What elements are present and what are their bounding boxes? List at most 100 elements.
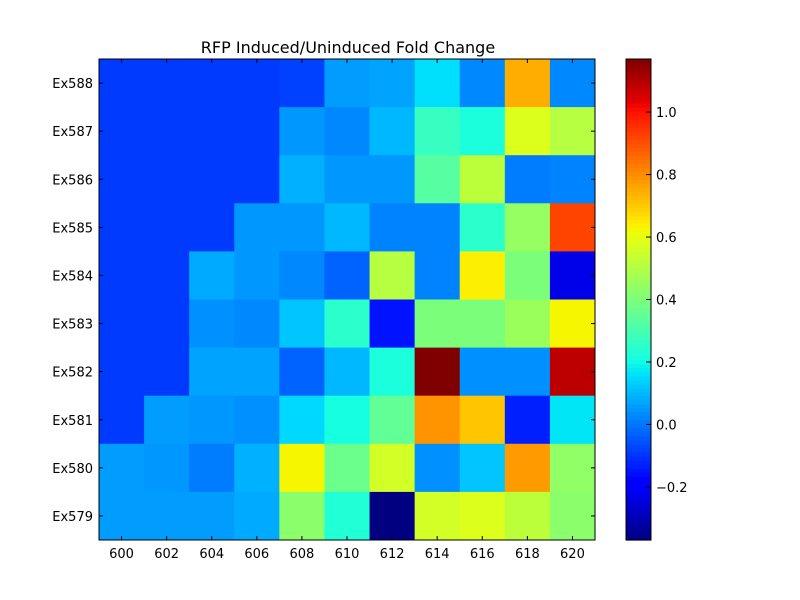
heatmap-cell xyxy=(369,299,416,349)
heatmap-cell xyxy=(504,347,551,397)
colorbar-segment xyxy=(626,499,651,505)
colorbar-tick-label: −0.2 xyxy=(656,481,688,496)
heatmap-cell xyxy=(99,491,145,541)
colorbar-segment xyxy=(626,343,651,349)
colorbar-segment xyxy=(626,199,651,204)
heatmap-cell xyxy=(189,155,235,204)
colorbar-tick-label: 0.2 xyxy=(656,356,677,371)
y-axis: Ex588 Ex587 Ex586 Ex585 Ex584 Ex583 Ex582 Ex581… xyxy=(52,77,595,525)
colorbar-segment xyxy=(626,463,651,469)
colorbar-segment xyxy=(626,163,651,168)
heatmap-cell xyxy=(189,347,235,397)
heatmap-cell xyxy=(414,59,461,108)
colorbar-segment xyxy=(626,375,651,381)
colorbar-segment xyxy=(626,503,651,509)
colorbar-segment xyxy=(626,295,651,301)
heatmap-cell xyxy=(279,155,325,204)
heatmap-cell xyxy=(324,203,371,252)
heatmap-cell xyxy=(279,395,325,445)
heatmap-cell xyxy=(99,203,145,252)
colorbar-segment xyxy=(626,355,651,361)
colorbar-segment xyxy=(626,447,651,453)
x-tick-label: 600 xyxy=(109,547,134,562)
colorbar-segment xyxy=(626,507,651,513)
heatmap-cell xyxy=(324,299,371,349)
colorbar-segment xyxy=(626,171,651,176)
heatmap-cell xyxy=(189,443,235,493)
colorbar-segment xyxy=(626,155,651,160)
heatmap-cell xyxy=(99,251,145,300)
x-tick-label: 612 xyxy=(380,547,405,562)
heatmap-cell xyxy=(279,347,325,397)
heatmap-cell xyxy=(279,443,325,493)
heatmap-cell xyxy=(369,59,416,108)
colorbar-segment xyxy=(626,191,651,196)
y-tick-label: Ex582 xyxy=(52,366,93,381)
colorbar-segment xyxy=(626,63,651,68)
x-tick-label: 610 xyxy=(335,547,360,562)
heatmap-cell xyxy=(324,107,371,156)
heatmap-cell xyxy=(504,107,551,156)
heatmap-cell xyxy=(414,251,461,300)
colorbar-segment xyxy=(626,307,651,313)
colorbar-segment xyxy=(626,283,651,289)
heatmap-cell xyxy=(459,347,506,397)
colorbar-segment xyxy=(626,147,651,152)
heatmap-cell xyxy=(414,155,461,204)
colorbar-segment xyxy=(626,67,651,72)
heatmap-cell xyxy=(504,155,551,204)
y-tick-label: Ex581 xyxy=(52,414,93,429)
colorbar-segment xyxy=(626,459,651,465)
colorbar-segment xyxy=(626,287,651,293)
colorbar-segment xyxy=(626,531,651,537)
heatmap-cell xyxy=(459,107,506,156)
colorbar-segment xyxy=(626,83,651,88)
x-tick-label: 606 xyxy=(244,547,269,562)
x-tick-label: 602 xyxy=(154,547,179,562)
heatmap-cell xyxy=(144,443,190,493)
heatmap-cell xyxy=(414,443,461,493)
colorbar-segment xyxy=(626,99,651,104)
colorbar-segment xyxy=(626,239,651,244)
colorbar-tick-label: 0.4 xyxy=(656,294,677,309)
colorbar-segment xyxy=(626,139,651,144)
colorbar-segment xyxy=(626,119,651,124)
colorbar-tick-label: 0.0 xyxy=(656,418,677,433)
colorbar-segment xyxy=(626,383,651,389)
y-tick-label: Ex588 xyxy=(52,77,93,92)
colorbar-segment xyxy=(626,79,651,84)
heatmap-cell xyxy=(324,491,371,541)
colorbar-segment xyxy=(626,235,651,240)
heatmap-cell xyxy=(504,443,551,493)
heatmap-cell xyxy=(324,395,371,445)
heatmap-cell xyxy=(234,491,280,541)
colorbar-segment xyxy=(626,451,651,457)
colorbar-segment xyxy=(626,491,651,497)
heatmap-cell xyxy=(504,491,551,541)
colorbar-segment xyxy=(626,339,651,345)
colorbar-segment xyxy=(626,467,651,473)
heatmap-cell xyxy=(234,347,280,397)
heatmap-cell xyxy=(144,395,190,445)
colorbar-segment xyxy=(626,159,651,164)
heatmap-cells xyxy=(99,59,596,541)
colorbar-segment xyxy=(626,359,651,365)
colorbar-segment xyxy=(626,255,651,261)
colorbar-segment xyxy=(626,455,651,461)
heatmap-cell xyxy=(279,59,325,108)
colorbar-segment xyxy=(626,91,651,96)
heatmap-cell xyxy=(459,299,506,349)
colorbar-segment xyxy=(626,347,651,353)
colorbar-segment xyxy=(626,183,651,188)
colorbar-segment xyxy=(626,367,651,373)
y-tick-label: Ex580 xyxy=(52,462,93,477)
colorbar-segment xyxy=(626,427,651,433)
colorbar-segment xyxy=(626,527,651,533)
colorbar-segment xyxy=(626,319,651,325)
colorbar-segment xyxy=(626,515,651,521)
x-tick-label: 614 xyxy=(425,547,450,562)
colorbar-segment xyxy=(626,227,651,232)
x-tick-label: 616 xyxy=(470,547,495,562)
heatmap-cell xyxy=(324,251,371,300)
